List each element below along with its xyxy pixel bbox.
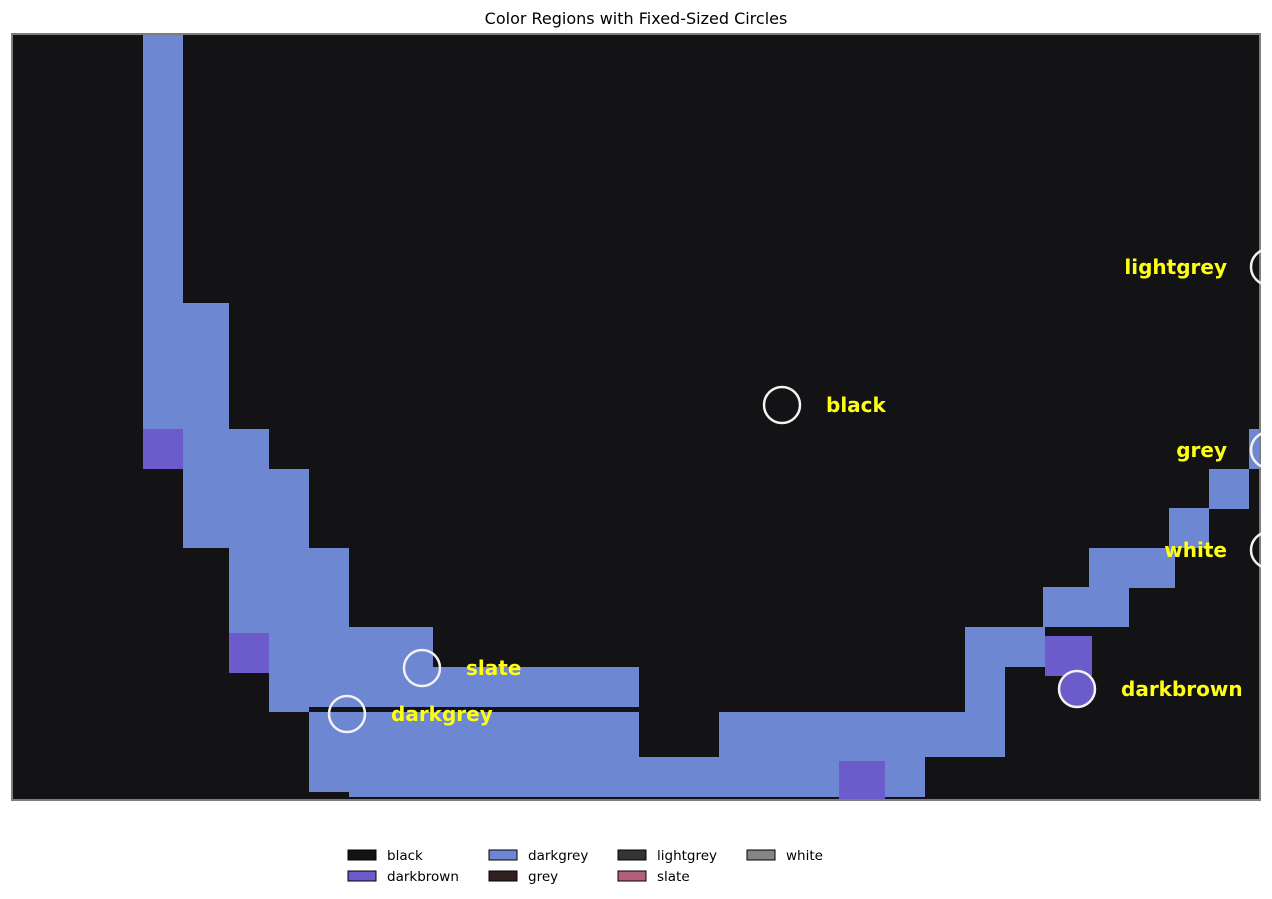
- region-cell-darkbrown: [229, 633, 269, 673]
- legend-swatch-darkgrey: [488, 849, 518, 861]
- circle-marker-black: [762, 385, 802, 425]
- region-cell-darkgrey: [229, 587, 349, 627]
- legend-swatch-darkbrown: [347, 870, 377, 882]
- region-cell-darkgrey: [183, 429, 269, 469]
- region-cell-darkgrey: [1043, 587, 1129, 627]
- region-cell-darkgrey: [349, 712, 639, 757]
- circle-label-darkgrey: darkgrey: [391, 702, 493, 726]
- region-cell-darkgrey: [183, 508, 229, 548]
- circle-marker-grey: [1249, 432, 1261, 468]
- legend-label-darkgrey: darkgrey: [528, 848, 588, 864]
- circle-label-black: black: [826, 393, 887, 417]
- circle-marker-darkgrey: [327, 694, 367, 734]
- region-cell-darkbrown: [1045, 636, 1092, 676]
- region-cell-darkgrey: [1169, 508, 1209, 548]
- region-cell-darkgrey: [183, 469, 309, 509]
- legend-label-black: black: [387, 848, 423, 864]
- legend-label-lightgrey: lightgrey: [657, 848, 717, 864]
- legend-swatch-slate: [617, 870, 647, 882]
- region-cell-darkgrey: [965, 627, 1045, 667]
- region-cell-darkbrown: [839, 761, 885, 801]
- region-cell-darkgrey: [965, 667, 1005, 712]
- legend: black darkbrown darkgrey grey lightgrey slate…: [347, 848, 823, 885]
- circle-marker-slate: [402, 648, 442, 688]
- circle-label-slate: slate: [466, 656, 521, 680]
- chart-title: Color Regions with Fixed-Sized Circles: [485, 9, 788, 28]
- circle-label-grey: grey: [1176, 438, 1227, 462]
- legend-swatch-black: [347, 849, 377, 861]
- region-cell-darkgrey: [349, 757, 839, 797]
- region-cell-darkgrey: [143, 303, 229, 429]
- region-cell-darkbrown: [143, 429, 183, 469]
- region-cell-darkgrey: [1089, 548, 1175, 588]
- legend-swatch-white: [746, 849, 776, 861]
- legend-label-darkbrown: darkbrown: [387, 869, 459, 885]
- region-cell-darkgrey: [229, 548, 349, 588]
- region-cell-darkgrey: [1209, 469, 1249, 509]
- plot-frame: [11, 33, 1261, 801]
- legend-label-white: white: [786, 848, 823, 864]
- region-cell-darkgrey: [719, 712, 1005, 757]
- circle-label-white: white: [1164, 538, 1227, 562]
- region-cell-darkgrey: [269, 667, 639, 707]
- plot-area: [11, 33, 1261, 801]
- circle-marker-lightgrey: [1249, 249, 1261, 285]
- circle-label-lightgrey: lightgrey: [1124, 255, 1227, 279]
- legend-swatch-grey: [488, 870, 518, 882]
- circle-marker-darkbrown: [1057, 669, 1097, 709]
- legend-label-grey: grey: [528, 869, 558, 885]
- circle-marker-white: [1249, 532, 1261, 568]
- legend-label-slate: slate: [657, 869, 690, 885]
- region-cell-darkgrey: [309, 757, 349, 792]
- legend-swatch-lightgrey: [617, 849, 647, 861]
- region-cell-darkgrey: [229, 508, 309, 548]
- circle-label-darkbrown: darkbrown: [1121, 677, 1243, 701]
- region-cell-darkgrey: [143, 33, 183, 303]
